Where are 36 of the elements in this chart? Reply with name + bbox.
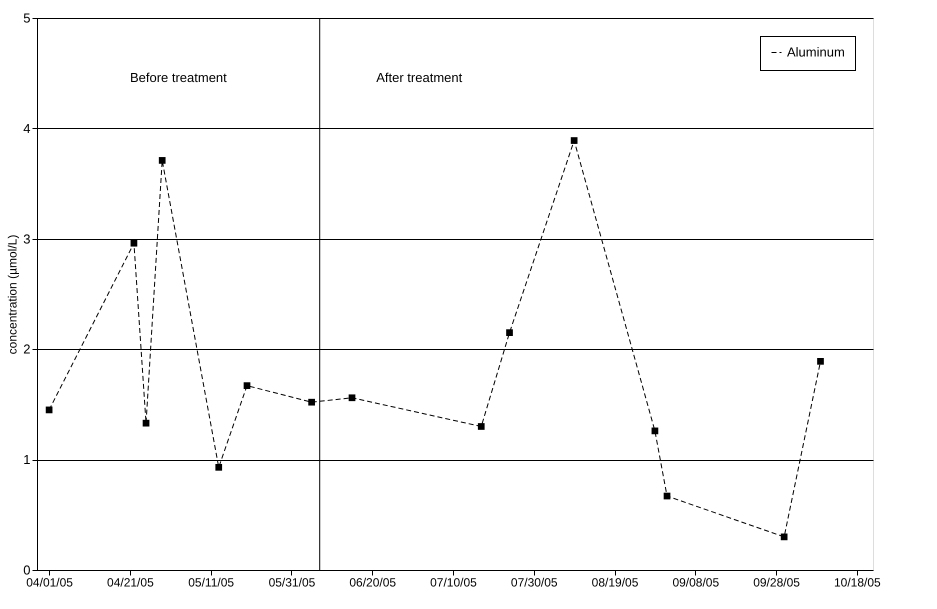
- x-tick-label: 07/30/05: [510, 576, 558, 590]
- x-tick-label: 07/10/05: [430, 576, 478, 590]
- annotation: Before treatment: [130, 70, 228, 85]
- point: [308, 398, 315, 406]
- y-tick-label: 5: [23, 10, 30, 26]
- point: [780, 534, 788, 540]
- x-tick-label: 05/11/05: [188, 576, 234, 590]
- point: [348, 394, 356, 402]
- point: [664, 492, 670, 500]
- point: [244, 382, 250, 389]
- x-tick-label: 09/28/05: [753, 576, 800, 590]
- point: [215, 464, 222, 471]
- point: [570, 137, 578, 144]
- x-tick-label: 06/20/05: [349, 576, 396, 590]
- x-tick-label: 04/01/05: [26, 576, 74, 590]
- point: [817, 358, 824, 365]
- point: [478, 423, 485, 430]
- y-axis-title: concentration (µmol/L): [5, 234, 20, 354]
- x-tick-label: 10/18/05: [834, 576, 882, 590]
- x-tick-label: 05/31/05: [268, 576, 316, 590]
- point: [130, 240, 138, 247]
- y-tick-label: 0: [23, 562, 30, 578]
- y-tick-label: 1: [23, 452, 30, 468]
- point: [506, 329, 513, 336]
- point: [652, 428, 658, 434]
- x-tick-label: 04/21/05: [107, 576, 154, 590]
- point: [142, 420, 150, 427]
- y-tick-label: 2: [23, 342, 30, 357]
- x-tick-label: 08/19/05: [592, 576, 639, 590]
- point: [46, 406, 52, 414]
- annotation: After treatment: [376, 70, 463, 85]
- y-tick-label: 4: [23, 120, 30, 136]
- y-tick-label: 3: [23, 231, 30, 246]
- point: [158, 157, 166, 164]
- x-tick-label: 09/08/05: [672, 576, 720, 590]
- legend-label: Aluminum: [787, 44, 845, 60]
